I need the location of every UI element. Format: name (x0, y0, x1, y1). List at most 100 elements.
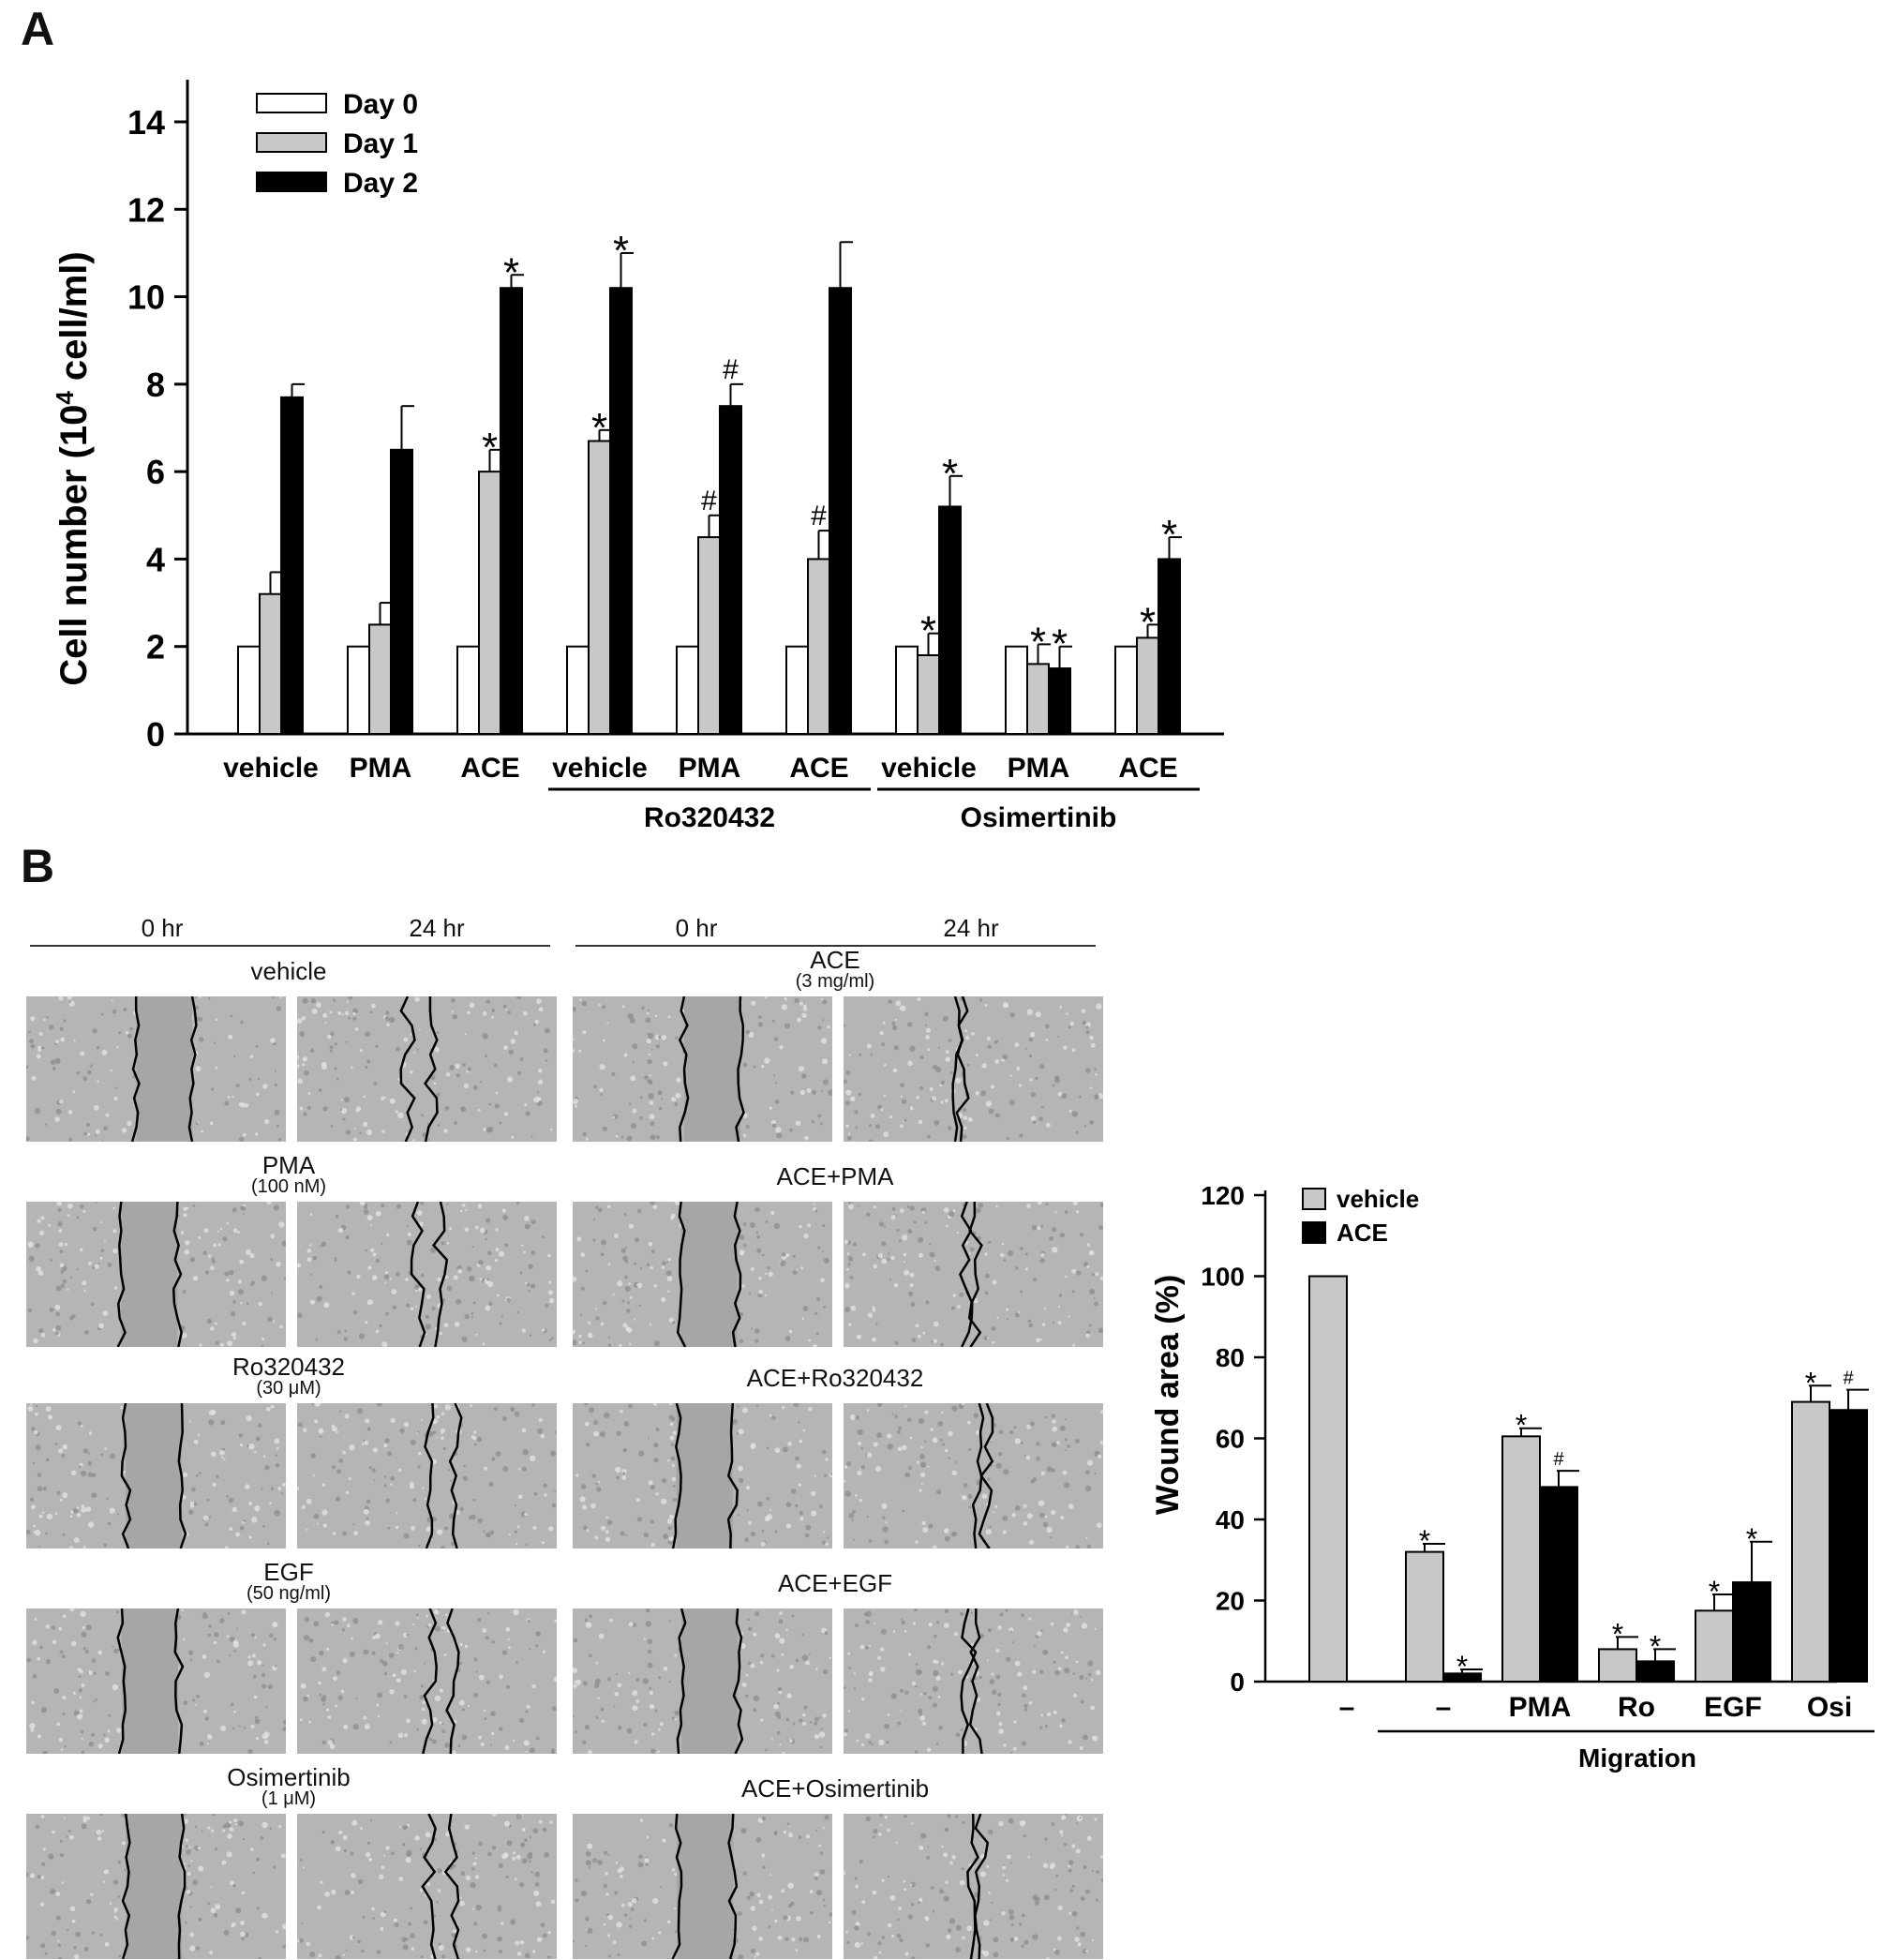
cell-speck (444, 1526, 449, 1531)
y-tick-label: 10 (127, 278, 165, 317)
cell-speck (250, 1280, 256, 1285)
cell-speck (987, 1628, 992, 1633)
cell-speck (818, 1844, 822, 1848)
cell-speck (1075, 1822, 1079, 1825)
cell-speck (270, 1038, 276, 1043)
cell-speck (1039, 1064, 1045, 1070)
cell-speck (650, 1202, 656, 1205)
cell-speck (526, 1282, 530, 1287)
cell-speck (324, 1611, 331, 1618)
cell-speck (750, 1222, 755, 1228)
cell-speck (847, 1204, 854, 1210)
cell-speck (523, 1010, 528, 1016)
cell-speck (1003, 1469, 1009, 1475)
cell-speck (606, 1519, 613, 1525)
cell-speck (869, 1672, 873, 1677)
cell-speck (95, 1129, 100, 1134)
cell-speck (497, 1936, 502, 1942)
cell-speck (910, 1902, 915, 1907)
cell-speck (476, 1436, 483, 1443)
cell-speck (375, 1329, 380, 1334)
cell-speck (447, 1469, 450, 1472)
cell-speck (883, 1131, 889, 1138)
cell-speck (444, 1613, 448, 1617)
cell-speck (648, 1093, 654, 1100)
cell-speck (585, 1851, 591, 1857)
cell-speck (365, 1066, 368, 1070)
cell-speck (655, 1044, 661, 1049)
cell-speck (381, 1865, 385, 1870)
cell-speck (659, 1722, 664, 1726)
cell-speck (1045, 1039, 1049, 1041)
cell-speck (602, 1005, 606, 1009)
cell-speck (495, 1451, 501, 1458)
cell-speck (204, 1522, 209, 1527)
cell-speck (251, 1517, 258, 1523)
cell-speck (344, 1097, 350, 1103)
cell-speck (1028, 1700, 1033, 1705)
cell-speck (814, 1876, 818, 1880)
cell-speck (791, 1614, 795, 1618)
wound-edge (671, 1403, 682, 1549)
cell-speck (1003, 1743, 1007, 1747)
cell-speck (1082, 1948, 1087, 1954)
cell-speck (1076, 1210, 1080, 1214)
cell-speck (40, 1943, 46, 1949)
cell-speck (26, 1065, 28, 1070)
cell-speck (1079, 1746, 1083, 1750)
cell-speck (244, 1103, 249, 1108)
cell-speck (211, 1260, 216, 1264)
cell-speck (768, 1271, 773, 1278)
cell-speck (210, 1886, 213, 1889)
cell-speck (491, 1015, 495, 1019)
cell-speck (853, 1687, 857, 1690)
cell-speck (855, 1623, 859, 1627)
cell-speck (1032, 1934, 1038, 1940)
cell-speck (574, 1730, 577, 1734)
cell-speck (597, 1207, 603, 1213)
cell-speck (1095, 1669, 1101, 1676)
cell-speck (1098, 1327, 1103, 1333)
cell-speck (949, 1861, 953, 1865)
cell-speck (262, 1084, 268, 1089)
cell-speck (31, 1427, 36, 1431)
cell-speck (315, 1338, 319, 1341)
cell-speck (823, 1531, 826, 1534)
cell-speck (540, 1433, 545, 1439)
cell-speck (334, 1256, 337, 1260)
cell-speck (523, 1250, 527, 1254)
cell-speck (997, 1692, 1002, 1697)
cell-speck (857, 1429, 863, 1436)
cell-speck (485, 999, 491, 1004)
cell-speck (869, 1644, 872, 1647)
cell-speck (332, 1532, 336, 1535)
cell-speck (82, 1210, 86, 1213)
cell-speck (749, 1292, 752, 1294)
cell-speck (502, 1466, 509, 1473)
cell-speck (237, 1289, 244, 1295)
significance-mark: * (1052, 621, 1068, 667)
cell-speck (626, 1309, 631, 1313)
cell-speck (624, 1275, 628, 1279)
cell-speck (451, 1932, 456, 1938)
cell-speck (1018, 1311, 1021, 1314)
wound-gap (126, 1814, 183, 1959)
cell-speck (1037, 1202, 1042, 1205)
cell-speck (381, 1242, 383, 1245)
cell-speck (742, 1871, 747, 1876)
cell-speck (1085, 1889, 1090, 1894)
cell-speck (77, 1513, 82, 1518)
cell-speck (489, 1743, 492, 1746)
cell-speck (621, 1475, 627, 1480)
cell-speck (462, 1063, 466, 1067)
micrograph-0hr (26, 1202, 286, 1347)
cell-speck (533, 1890, 540, 1896)
cell-speck (452, 1750, 456, 1754)
cell-speck (634, 1262, 637, 1265)
cell-speck (406, 1851, 411, 1857)
cell-speck (798, 1937, 803, 1942)
cell-speck (605, 1536, 611, 1542)
cell-speck (406, 1303, 411, 1308)
cell-speck (127, 1120, 132, 1127)
cell-speck (881, 1503, 888, 1509)
